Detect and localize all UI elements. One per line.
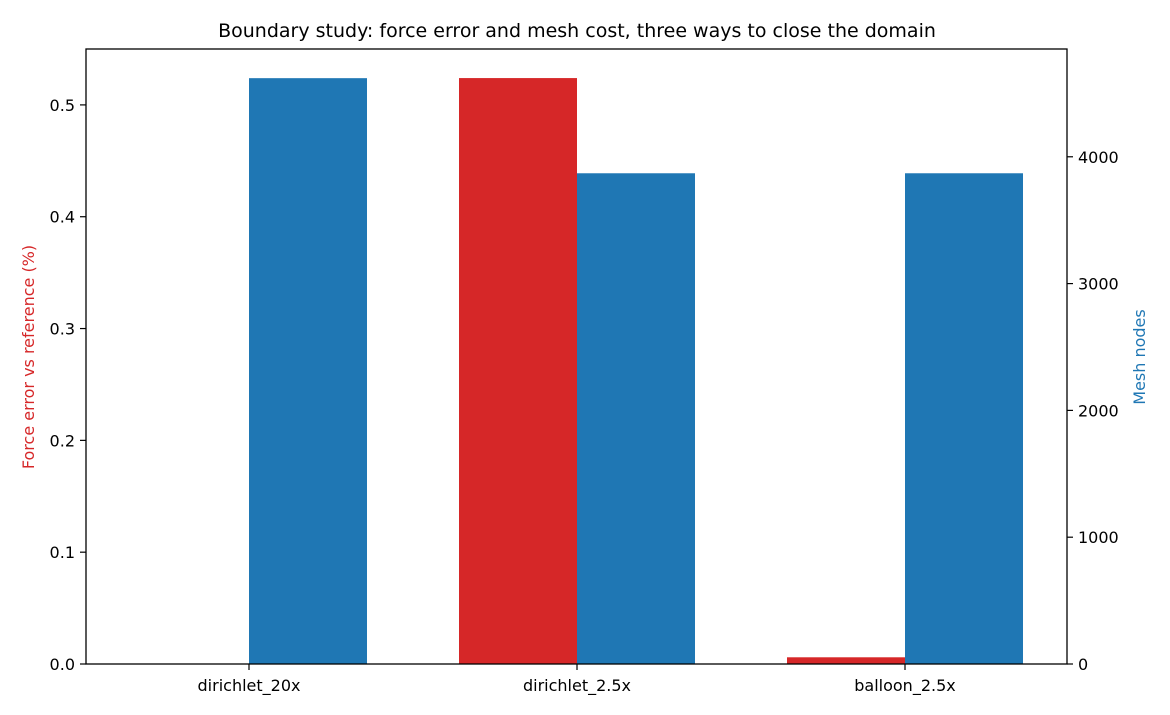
y-right-tick-label-0: 0 — [1078, 655, 1088, 674]
y-right-tick-label-3: 3000 — [1078, 275, 1119, 294]
y-right-tick-label-1: 1000 — [1078, 528, 1119, 547]
y-left-tick-label-1: 0.1 — [50, 543, 75, 562]
y-left-tick-label-0: 0.0 — [50, 655, 75, 674]
mesh-nodes-bar-0 — [249, 78, 367, 665]
mesh-nodes-bar-2 — [905, 173, 1023, 664]
y-left-tick-label-4: 0.4 — [50, 208, 75, 227]
y-left-tick-label-2: 0.2 — [50, 431, 75, 450]
force-error-bar-2 — [787, 657, 905, 664]
chart-title: Boundary study: force error and mesh cos… — [218, 20, 936, 42]
x-tick-label-1: dirichlet_2.5x — [523, 676, 631, 696]
axes-layer: dirichlet_20x dirichlet_2.5x balloon_2.5x 0… — [50, 48, 1119, 696]
mesh-nodes-bar-1 — [577, 173, 695, 664]
y-right-tick-label-4: 4000 — [1078, 148, 1119, 167]
y-left-tick-label-3: 0.3 — [50, 320, 75, 339]
y-left-axis-title: Force error vs reference (%) — [19, 245, 38, 469]
x-tick-label-0: dirichlet_20x — [198, 676, 301, 696]
y-right-axis-title: Mesh nodes — [1130, 309, 1149, 404]
y-left-tick-label-5: 0.5 — [50, 96, 75, 115]
bars-layer — [249, 78, 1023, 665]
y-right-tick-label-2: 2000 — [1078, 401, 1119, 420]
force-error-bar-1 — [459, 78, 577, 664]
x-tick-label-2: balloon_2.5x — [854, 676, 955, 696]
